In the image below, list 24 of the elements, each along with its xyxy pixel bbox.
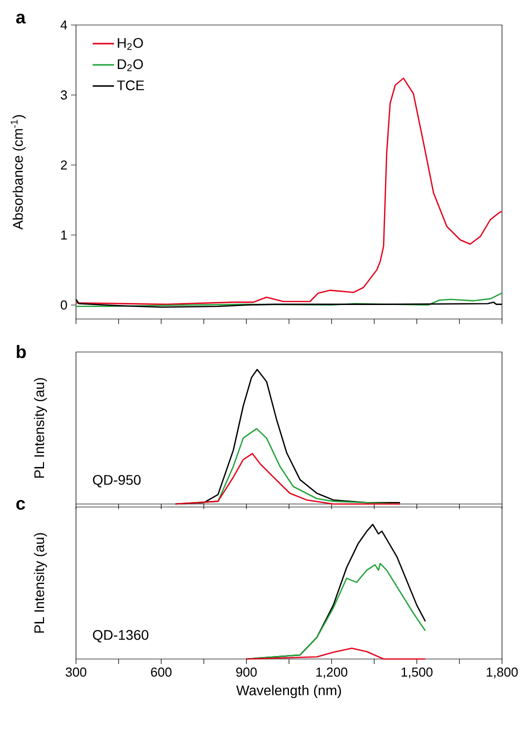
y-tick-label: 0	[60, 300, 67, 310]
legend-label: TCE	[117, 80, 144, 90]
y-axis-title: PL Intensity (au)	[34, 378, 47, 478]
x-tick-label: 1,200	[316, 668, 348, 678]
x-tick-label: 900	[236, 668, 257, 677]
chart-title: c	[16, 500, 26, 510]
x-tick-label: 600	[151, 668, 172, 677]
y-tick-label: 3	[60, 90, 67, 100]
chart-title: a	[16, 14, 26, 24]
x-tick-label: 1,800	[486, 668, 518, 678]
x-axis-title: Wavelength (nm)	[236, 685, 341, 698]
x-tick-label: 1,500	[402, 668, 433, 678]
legend-label: D$_{2}$O	[118, 59, 143, 72]
y-axis-title: Absorbance (cm$^{-1}$)	[10, 115, 26, 230]
y-tick-label: 1	[61, 230, 67, 240]
annotation: QD-1360	[92, 630, 148, 642]
y-axis-title: PL Intensity (au)	[34, 533, 47, 633]
y-tick-label: 2	[60, 160, 67, 170]
line-series	[75, 78, 503, 305]
x-tick-label: 300	[66, 668, 86, 677]
y-tick-label: 4	[60, 20, 68, 30]
legend-label: H$_{2}$O	[118, 38, 143, 50]
chart-title: b	[16, 344, 26, 358]
annotation: QD-950	[92, 475, 141, 488]
